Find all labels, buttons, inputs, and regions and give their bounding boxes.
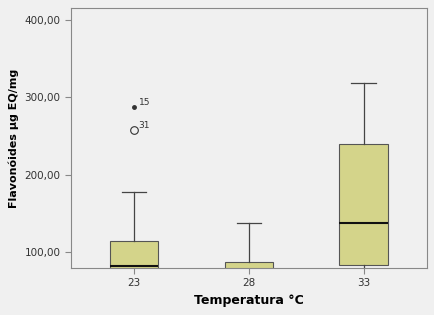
Text: 31: 31 — [138, 121, 150, 129]
PathPatch shape — [109, 241, 158, 277]
X-axis label: Temperatura °C: Temperatura °C — [194, 294, 303, 307]
PathPatch shape — [339, 144, 387, 265]
Text: 15: 15 — [138, 98, 150, 107]
Y-axis label: Flavonóides μg EQ/mg: Flavonóides μg EQ/mg — [8, 68, 19, 208]
PathPatch shape — [224, 261, 272, 289]
